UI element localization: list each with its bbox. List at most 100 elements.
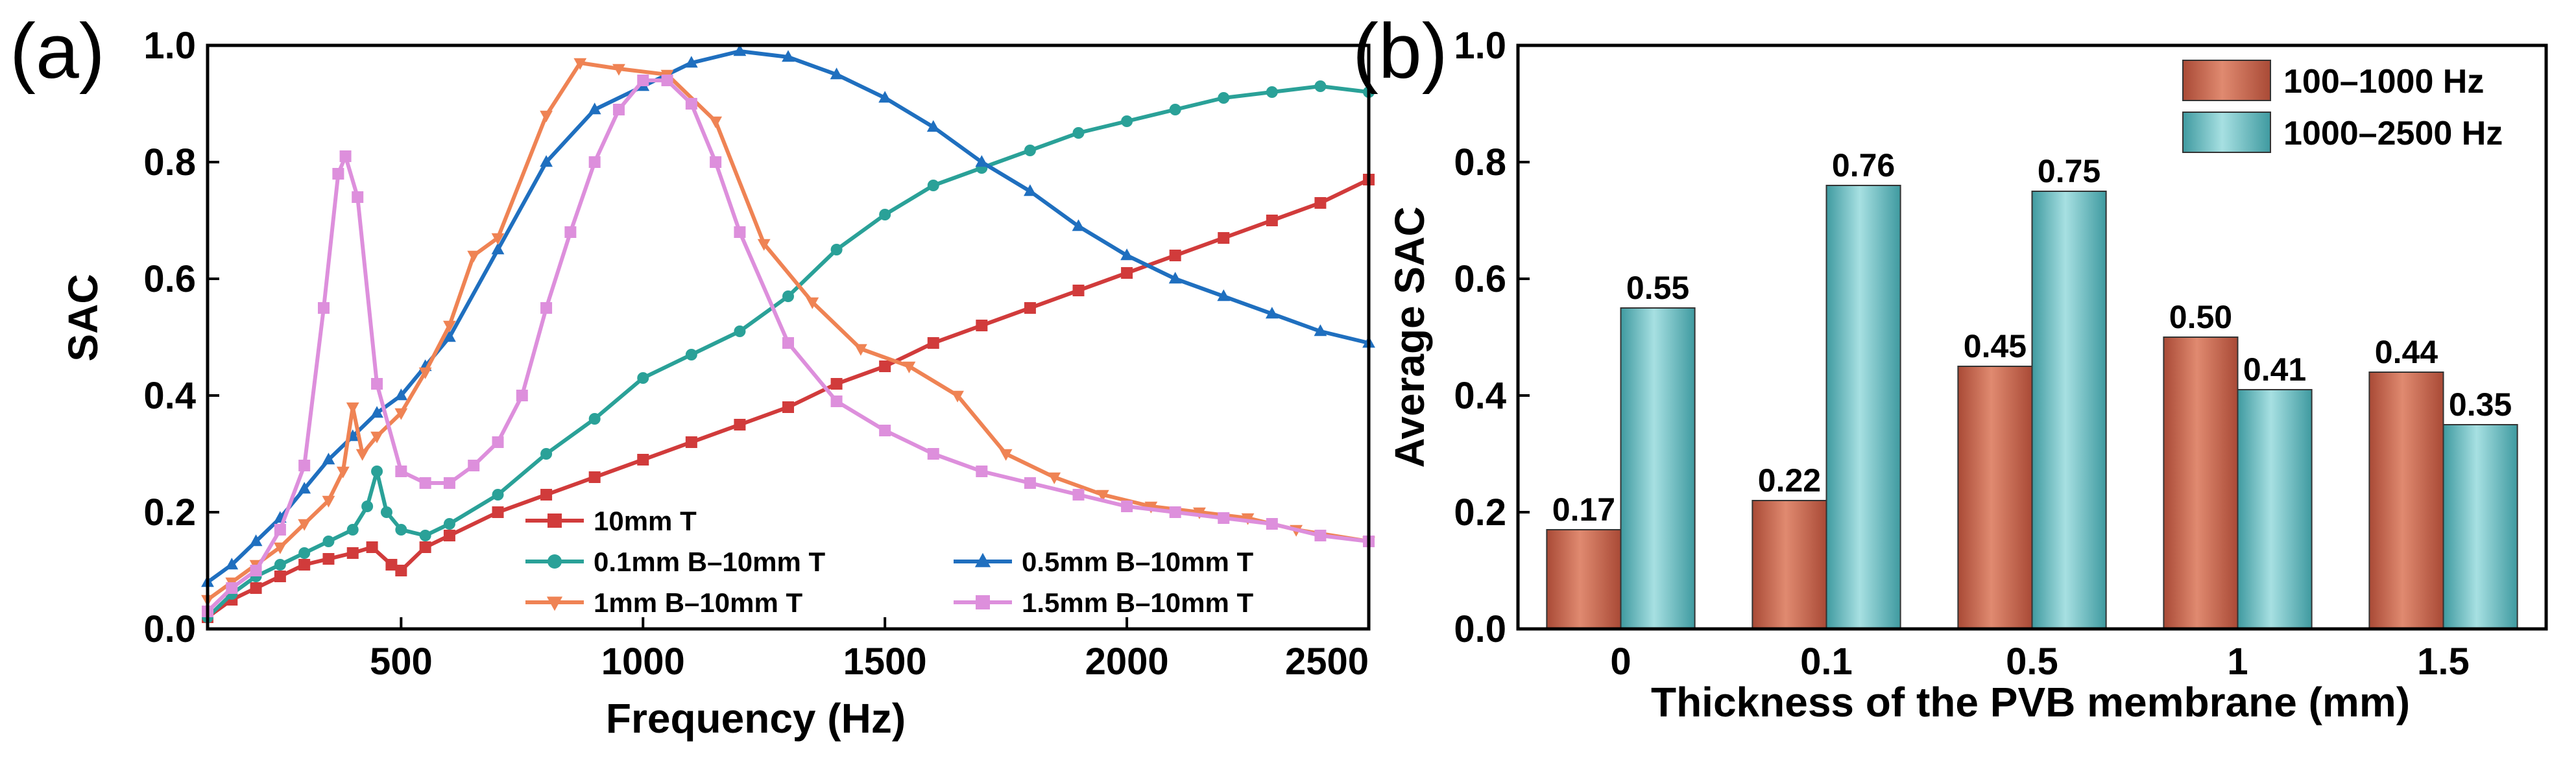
x-tick-label: 1500 [843, 641, 927, 683]
data-point [346, 547, 359, 559]
data-point [491, 242, 505, 255]
data-point [361, 501, 374, 512]
data-point [1314, 80, 1327, 92]
y-tick-label: 0.6 [1454, 258, 1506, 300]
legend-label: 1.5mm B–10mm T [1022, 587, 1254, 618]
data-point [1024, 302, 1036, 314]
y-tick-label: 0.2 [1454, 491, 1506, 534]
data-point [734, 325, 746, 337]
data-point [249, 534, 263, 547]
legend-swatch [2182, 60, 2271, 101]
data-point [1168, 272, 1182, 284]
data-point [1265, 307, 1279, 319]
data-point [878, 91, 892, 103]
data-point [355, 449, 369, 461]
panel-a-legend: 10mm T 0.1mm B–10mm T 0.5mm B–10mm T 1mm B–… [525, 506, 1254, 618]
data-point [250, 582, 262, 594]
data-point [612, 64, 625, 76]
y-tick-label: 0.4 [1454, 375, 1506, 417]
panel-b-y-axis-title: Average SAC [1386, 206, 1433, 467]
data-point [1169, 104, 1181, 115]
legend-entry: 100–1000 Hz [2182, 60, 2484, 101]
y-tick-label: 0.8 [143, 141, 196, 183]
data-point [250, 565, 262, 576]
data-point [685, 349, 697, 360]
data-point [395, 466, 407, 477]
legend-swatch-marker [976, 595, 990, 609]
data-point [830, 378, 843, 390]
data-point [637, 75, 649, 86]
panel-b-plot-frame [1516, 43, 2548, 631]
data-point [322, 453, 335, 465]
data-point [419, 530, 431, 541]
bar-value-label: 0.76 [1832, 147, 1895, 183]
bar-value-label: 0.41 [2243, 351, 2306, 388]
bar-value-label: 0.50 [2169, 299, 2232, 335]
y-tick-label: 0.8 [1454, 141, 1506, 183]
data-point [419, 541, 431, 553]
data-point [879, 209, 891, 220]
data-point [976, 320, 988, 331]
data-point [370, 406, 383, 418]
data-point [637, 372, 649, 384]
data-point [1266, 518, 1278, 530]
legend-label: 10mm T [594, 506, 697, 536]
data-point [492, 489, 504, 501]
data-point [298, 559, 311, 571]
data-point [352, 191, 364, 203]
data-point [443, 330, 456, 342]
data-point [951, 390, 964, 403]
data-point [927, 337, 939, 349]
data-point [806, 297, 819, 309]
panel-a-label: (a) [10, 8, 105, 95]
data-point [710, 156, 722, 168]
data-point [927, 180, 939, 191]
data-point [782, 401, 794, 413]
data-point [468, 460, 480, 471]
data-point [1121, 267, 1133, 279]
data-point [336, 466, 350, 478]
data-point [274, 524, 286, 536]
data-point [318, 302, 330, 314]
bar [2237, 389, 2313, 630]
data-point [1169, 506, 1181, 518]
data-point [1121, 115, 1133, 127]
data-point [419, 477, 431, 489]
bar-value-label: 0.45 [1964, 328, 2027, 364]
panel-a: (a) SAC Frequency (Hz) 0.0 0.2 0.4 0.6 0.8 1.… [10, 8, 1375, 742]
data-point [999, 449, 1013, 461]
data-point [371, 378, 383, 390]
data-point [733, 44, 747, 56]
data-point [346, 524, 359, 536]
data-point [492, 506, 504, 518]
data-point [1024, 477, 1036, 489]
y-tick-label: 0.2 [143, 491, 196, 534]
y-tick-label: 0.0 [143, 608, 196, 650]
data-point [226, 582, 238, 594]
legend-entry: 10mm T [525, 506, 697, 536]
data-point [516, 390, 528, 401]
panel-b-label: (b) [1353, 8, 1448, 95]
legend-entry: 1.5mm B–10mm T [954, 587, 1254, 618]
data-point [1121, 501, 1133, 512]
legend-swatch-marker [548, 554, 562, 569]
bar-value-label: 0.22 [1758, 462, 1821, 499]
x-tick-label: 1.5 [2417, 641, 2470, 683]
y-tick-label: 0.0 [1454, 608, 1506, 650]
data-point [339, 150, 352, 162]
data-point [540, 448, 553, 460]
data-point [1314, 324, 1327, 336]
data-point [709, 116, 723, 128]
data-point [1096, 490, 1109, 502]
data-point [1024, 145, 1036, 156]
data-point [830, 67, 843, 80]
data-point [540, 489, 553, 501]
data-point [540, 302, 553, 314]
data-point [394, 408, 408, 420]
bar [2368, 372, 2444, 630]
legend-label: 100–1000 Hz [2283, 63, 2484, 100]
series-line [206, 61, 1369, 602]
series-4 [201, 58, 1375, 607]
panel-a-ticks: 0.0 0.2 0.4 0.6 0.8 1.0 500 1000 1500 2000 2500 [143, 25, 1370, 683]
data-point [685, 436, 697, 448]
